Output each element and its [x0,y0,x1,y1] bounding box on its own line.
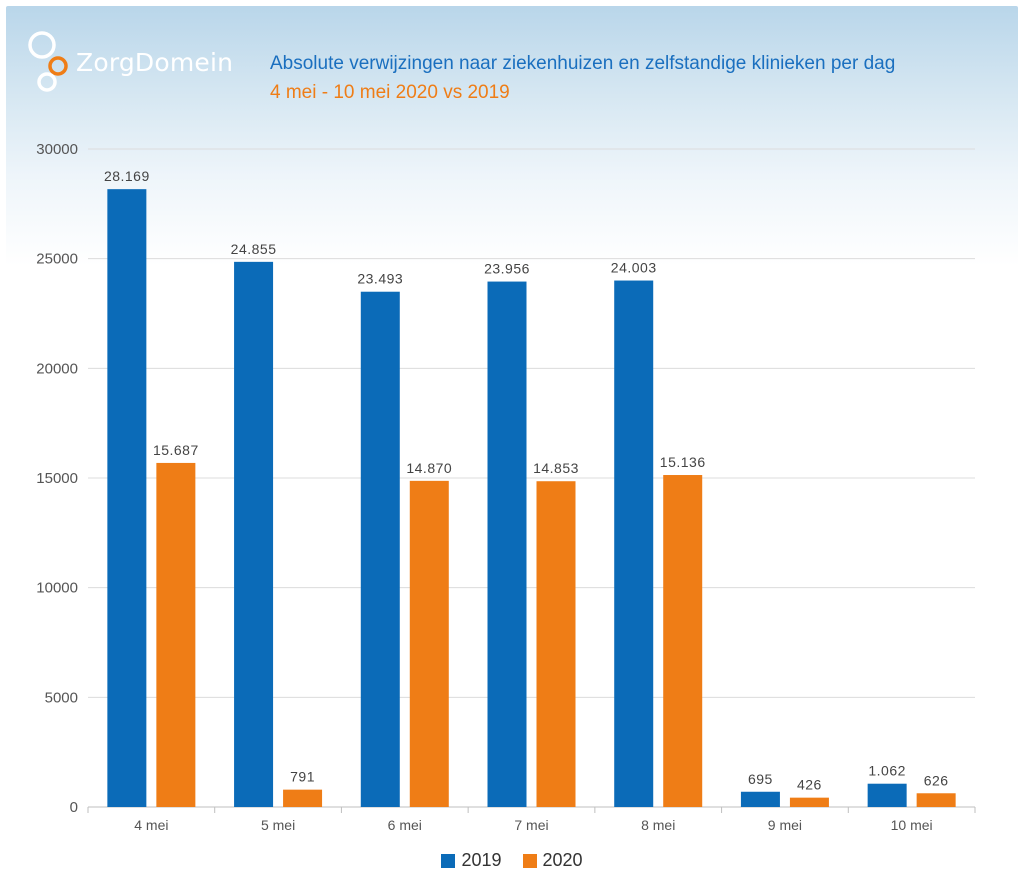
data-label: 14.853 [533,460,579,476]
data-label: 23.956 [484,261,530,277]
x-tick-label: 5 mei [261,817,295,833]
bar-2019-7-mei [487,281,527,807]
data-label: 791 [290,769,315,785]
chart-subtitle: 4 mei - 10 mei 2020 vs 2019 [270,82,510,103]
bar-2020-9-mei [789,797,829,807]
y-tick-label: 30000 [36,141,78,158]
y-tick-label: 10000 [36,580,78,597]
y-tick-label: 0 [70,799,78,816]
data-label: 24.855 [231,241,277,257]
logo-circle-large [28,31,56,59]
bar-2019-8-mei [614,280,654,808]
data-label: 695 [748,771,773,787]
bar-2020-7-mei [536,481,576,807]
legend-item-2020: 2020 [522,850,583,871]
logo-circle-accent [48,56,68,76]
bar-2019-9-mei [740,791,780,807]
bar-2020-6-mei [409,480,449,807]
zorgdomein-logo [28,31,68,92]
logo-circle-small [37,72,57,92]
data-label: 1.062 [868,763,906,779]
legend-swatch-2020 [522,853,537,868]
x-tick-label: 10 mei [891,817,933,833]
bar-2020-5-mei [283,789,323,807]
y-tick-label: 5000 [45,689,78,706]
bar-2019-4-mei [107,189,147,808]
y-tick-label: 15000 [36,470,78,487]
bar-2020-10-mei [916,793,956,807]
data-label: 15.136 [660,454,706,470]
bar-2019-6-mei [360,291,400,807]
legend-label-2019: 2019 [461,850,502,870]
x-tick-label: 4 mei [134,817,168,833]
data-label: 626 [924,772,949,788]
x-tick-label: 8 mei [641,817,675,833]
data-label: 28.169 [104,168,150,184]
x-tick-label: 7 mei [514,817,548,833]
bar-2020-4-mei [156,462,196,807]
bar-2020-8-mei [663,475,703,807]
x-tick-label: 6 mei [388,817,422,833]
legend-label-2020: 2020 [542,850,583,870]
chart-title: Absolute verwijzingen naar ziekenhuizen … [270,53,896,74]
data-label: 23.493 [357,271,403,287]
x-tick-label: 9 mei [768,817,802,833]
legend: 2019 2020 [0,850,1024,873]
data-label: 15.687 [153,442,199,458]
logo-wordmark: ZorgDomein [76,48,234,77]
data-label: 14.870 [406,460,452,476]
data-label: 24.003 [611,260,657,276]
legend-swatch-2019 [441,853,456,868]
legend-item-2019: 2019 [441,850,501,871]
bar-2019-5-mei [234,261,274,807]
data-label: 426 [797,777,822,793]
y-tick-label: 20000 [36,360,78,377]
bar-2019-10-mei [867,783,907,807]
y-tick-label: 25000 [36,251,78,268]
